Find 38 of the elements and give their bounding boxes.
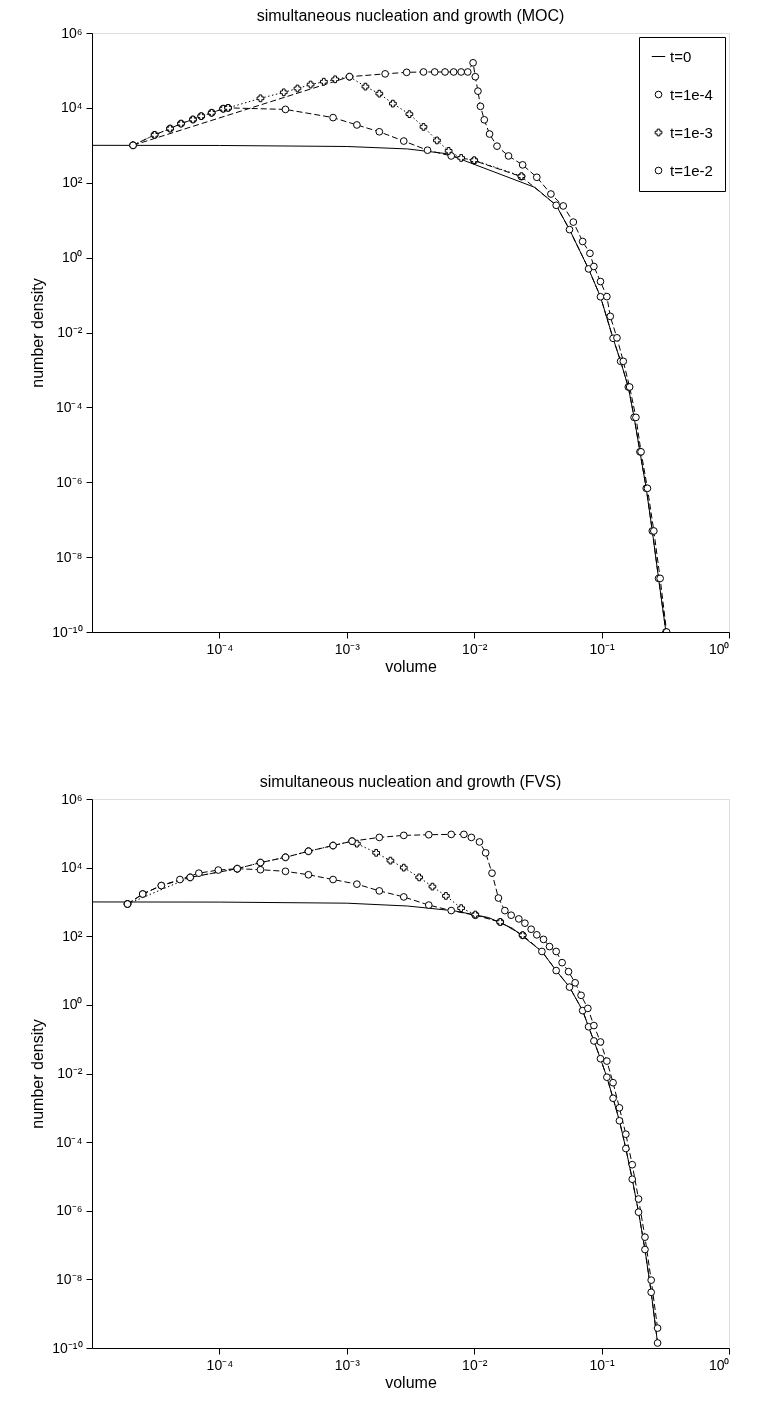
x-tick-label: 10⁻³ [334,640,361,657]
y-tick-label: 10⁰ [61,249,83,266]
y-tick-label: 10⁻⁸ [56,1270,83,1287]
y-tick-label: 10⁻⁶ [56,473,83,490]
y-tick-label: 10⁶ [61,24,83,41]
y-tick-label: 10² [62,927,83,944]
x-axis-title: volume [385,1373,437,1391]
x-tick-label: 10⁻⁴ [206,640,234,657]
y-tick-label: 10⁻⁶ [56,1202,83,1219]
y-tick-label: 10⁻² [57,1065,83,1081]
y-tick-label: 10⁻⁴ [55,1133,83,1150]
y-tick-label: 10⁻⁴ [55,398,83,415]
x-tick-label: 10⁰ [708,1356,730,1373]
legend-label: t=1e-2 [670,161,713,179]
x-tick-label: 10⁻³ [334,1356,361,1373]
y-tick-label: 10⁻² [57,324,83,340]
x-tick-label: 10⁻¹ [589,640,616,657]
legend-label: t=0 [670,47,692,65]
y-axis-title: number density [29,1019,47,1129]
y-tick-label: 10⁻¹⁰ [52,623,83,640]
x-tick-label: 10⁻² [462,1356,488,1373]
x-axis-title: volume [385,657,437,675]
y-tick-label: 10⁴ [60,99,83,116]
x-tick-label: 10⁻¹ [589,1356,616,1373]
y-tick-label: 10² [62,174,83,191]
x-tick-label: 10⁻² [462,640,488,657]
y-tick-label: 10⁴ [60,859,83,876]
x-tick-label: 10⁻⁴ [206,1356,234,1373]
chart-title: simultaneous nucleation and growth (MOC) [256,7,565,24]
y-tick-label: 10⁻⁸ [56,548,83,565]
y-tick-label: 10⁻¹⁰ [52,1339,83,1356]
y-tick-label: 10⁶ [61,790,83,807]
legend-label: t=1e-3 [670,123,713,141]
legend-label: t=1e-4 [670,85,713,103]
chart-title: simultaneous nucleation and growth (FVS) [259,773,562,790]
y-axis-title: number density [29,278,47,388]
y-tick-label: 10⁰ [61,996,83,1013]
x-tick-label: 10⁰ [708,640,730,657]
